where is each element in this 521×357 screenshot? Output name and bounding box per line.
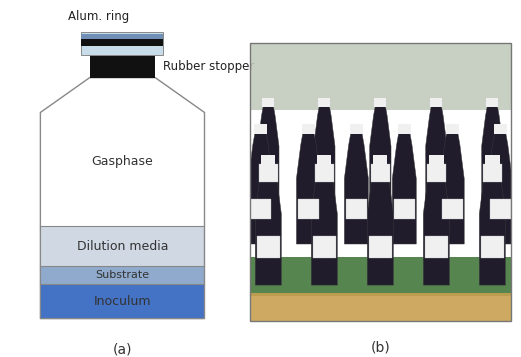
Bar	[263, 98, 274, 107]
Bar	[490, 199, 511, 219]
Text: (b): (b)	[370, 341, 390, 355]
Bar	[81, 32, 164, 55]
Text: Dilution media: Dilution media	[77, 240, 168, 253]
Polygon shape	[312, 162, 338, 285]
Bar	[81, 34, 164, 39]
Bar	[257, 236, 280, 258]
Text: Rubber stopper: Rubber stopper	[164, 60, 255, 73]
Bar	[350, 124, 363, 134]
Polygon shape	[344, 131, 368, 244]
Bar	[375, 98, 386, 107]
Bar	[41, 284, 204, 318]
Bar	[430, 98, 442, 107]
Bar	[302, 124, 315, 134]
Bar	[394, 199, 415, 219]
Polygon shape	[41, 78, 204, 112]
Polygon shape	[249, 131, 272, 244]
Polygon shape	[392, 131, 416, 244]
Bar	[483, 164, 502, 182]
Bar	[317, 155, 331, 166]
Bar	[81, 39, 164, 46]
Bar	[41, 226, 204, 266]
Bar	[346, 199, 367, 219]
Text: (a): (a)	[113, 343, 132, 357]
Bar	[398, 124, 411, 134]
Bar	[250, 43, 511, 110]
Polygon shape	[426, 104, 447, 205]
Bar	[315, 164, 334, 182]
Bar	[429, 155, 443, 166]
Bar	[485, 155, 500, 166]
Text: Substrate: Substrate	[95, 270, 150, 280]
Bar	[259, 164, 278, 182]
Bar	[250, 199, 271, 219]
Bar	[425, 236, 448, 258]
Text: Inoculum: Inoculum	[94, 295, 151, 308]
Polygon shape	[440, 131, 464, 244]
Bar	[254, 124, 267, 134]
Bar	[373, 155, 388, 166]
Bar	[371, 164, 390, 182]
Bar	[250, 257, 511, 296]
Bar	[250, 293, 511, 321]
Bar	[445, 124, 459, 134]
Bar	[261, 155, 276, 166]
Bar	[493, 124, 507, 134]
Polygon shape	[369, 104, 391, 205]
Bar	[298, 199, 319, 219]
Bar	[318, 98, 330, 107]
Bar	[487, 98, 498, 107]
Polygon shape	[488, 131, 512, 244]
Bar	[90, 55, 155, 78]
Polygon shape	[257, 104, 279, 205]
Polygon shape	[255, 162, 281, 285]
Polygon shape	[314, 104, 335, 205]
Text: Gasphase: Gasphase	[92, 155, 153, 168]
Text: Alum. ring: Alum. ring	[68, 10, 130, 23]
Polygon shape	[296, 131, 320, 244]
Bar	[369, 236, 392, 258]
Bar	[41, 112, 204, 226]
Bar	[442, 199, 463, 219]
Polygon shape	[367, 162, 393, 285]
Polygon shape	[423, 162, 449, 285]
Polygon shape	[481, 104, 503, 205]
Bar	[41, 266, 204, 284]
Bar	[427, 164, 446, 182]
Bar	[313, 236, 336, 258]
Polygon shape	[479, 162, 505, 285]
Bar	[481, 236, 504, 258]
